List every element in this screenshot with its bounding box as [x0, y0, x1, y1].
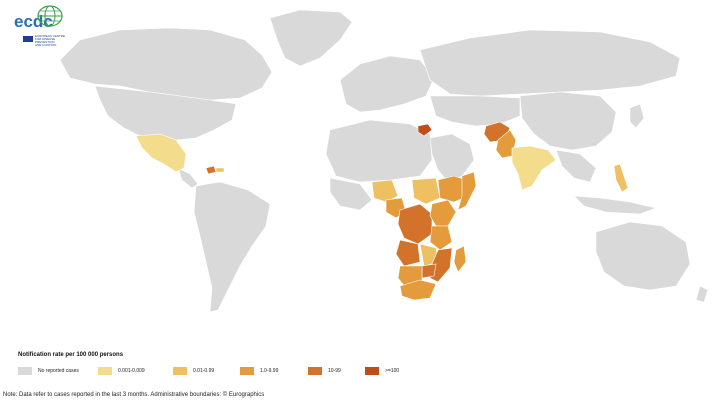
legend-swatch: [173, 367, 187, 375]
legend-swatch: [18, 367, 32, 375]
indonesia: [573, 195, 658, 215]
india: [511, 145, 557, 191]
south-america: [193, 181, 271, 313]
russia: [419, 29, 681, 97]
haiti: [205, 165, 217, 175]
canada: [59, 27, 273, 101]
usa: [94, 85, 237, 141]
logo-wordmark: ecdc: [14, 12, 53, 31]
zimbabwe: [421, 263, 437, 279]
legend-item: 10-99: [308, 366, 341, 376]
world-map: [59, 9, 709, 313]
legend-swatch: [365, 367, 379, 375]
legend-item: 0.01-0.99: [173, 366, 214, 376]
madagascar: [453, 245, 467, 273]
kenya: [429, 199, 457, 227]
syria: [417, 123, 433, 137]
japan: [629, 103, 645, 129]
legend-label: 0.01-0.99: [193, 368, 215, 374]
caribbean: [215, 167, 225, 173]
legend-swatch: [98, 367, 112, 375]
somalia: [457, 171, 477, 211]
eu-flag-icon: [23, 36, 33, 42]
legend-item: 0.001-0.009: [98, 366, 145, 376]
drc: [397, 203, 433, 245]
china: [519, 91, 617, 151]
legend-label: 10-99: [328, 368, 341, 374]
map-legend: Notification rate per 100 000 persons No…: [18, 352, 718, 380]
mexico: [135, 133, 187, 173]
legend-label: No reported cases: [38, 368, 79, 374]
europe: [339, 55, 435, 113]
legend-item: >=100: [365, 366, 399, 376]
logo-org-line: AND CONTROL: [35, 43, 57, 47]
angola: [395, 239, 421, 267]
legend-label: 0.001-0.009: [118, 368, 145, 374]
new-zealand: [695, 285, 709, 303]
legend-label: >=100: [385, 368, 400, 374]
west-africa: [329, 177, 373, 211]
mozambique: [429, 247, 453, 283]
logo-org-line: FOR DISEASE: [35, 37, 56, 41]
legend-item: 1.0-9.99: [240, 366, 278, 376]
southeast-asia: [555, 149, 597, 183]
legend-item: No reported cases: [18, 366, 79, 376]
legend-items: No reported cases 0.001-0.009 0.01-0.99 …: [18, 366, 718, 380]
legend-title: Notification rate per 100 000 persons: [18, 352, 124, 358]
central-asia: [429, 95, 521, 127]
greenland: [269, 9, 353, 67]
south-africa: [399, 279, 437, 301]
australia: [595, 221, 691, 291]
north-africa: [325, 119, 433, 183]
sudan: [411, 177, 441, 205]
legend-swatch: [308, 367, 322, 375]
map-note: Note: Data refer to cases reported in th…: [3, 392, 265, 398]
legend-swatch: [240, 367, 254, 375]
philippines: [613, 163, 629, 193]
logo-org-line: PREVENTION: [35, 40, 55, 44]
logo-org-name: EUROPEAN CENTRE FOR DISEASE PREVENTION A…: [35, 35, 65, 47]
logo-org-line: EUROPEAN CENTRE: [35, 34, 66, 38]
tanzania: [429, 225, 453, 251]
legend-label: 1.0-9.99: [260, 368, 279, 374]
ecdc-logo: ecdc EUROPEAN CENTRE FOR DISEASE PREVENT…: [6, 4, 66, 47]
central-america: [177, 167, 199, 189]
globe-icon: [37, 5, 63, 27]
